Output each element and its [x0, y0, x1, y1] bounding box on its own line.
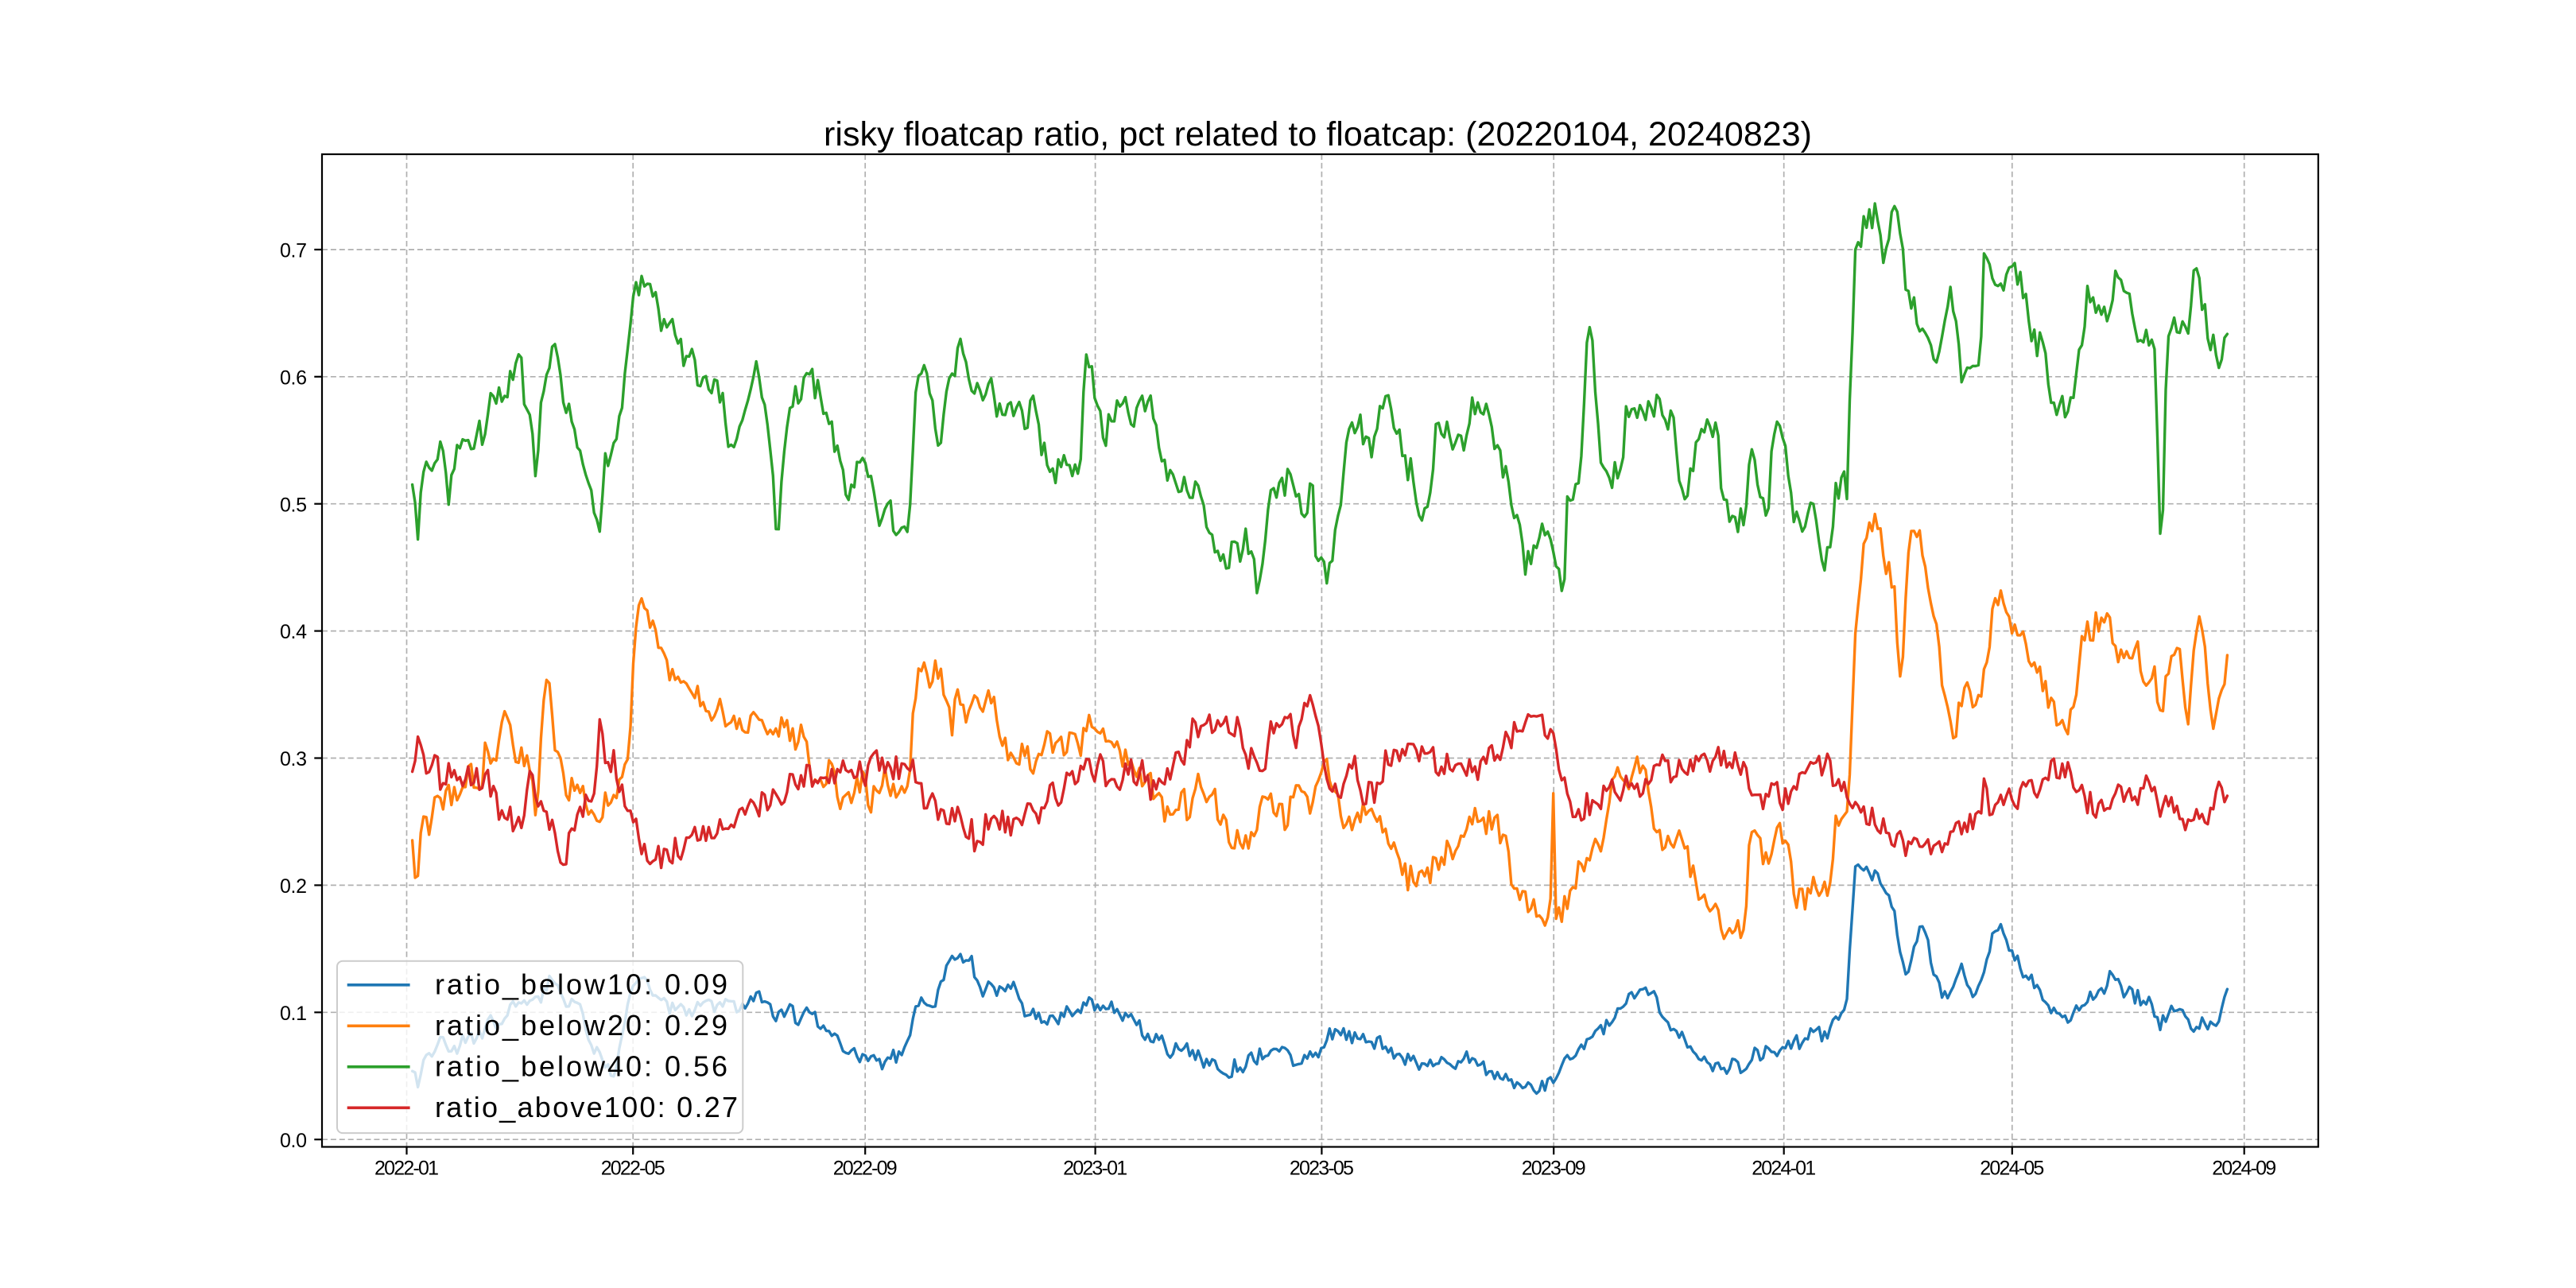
- svg-text:ratio_below20: 0.29: ratio_below20: 0.29: [435, 1009, 727, 1042]
- svg-text:ratio_above100: 0.27: ratio_above100: 0.27: [435, 1091, 738, 1123]
- svg-text:0.0: 0.0: [280, 1130, 307, 1152]
- svg-text:0.4: 0.4: [280, 621, 307, 643]
- svg-text:2024-09: 2024-09: [2212, 1158, 2276, 1180]
- svg-text:2024-05: 2024-05: [1980, 1158, 2044, 1180]
- svg-text:ratio_below40: 0.56: ratio_below40: 0.56: [435, 1050, 727, 1083]
- svg-text:0.5: 0.5: [280, 494, 307, 516]
- svg-text:2022-01: 2022-01: [374, 1158, 439, 1180]
- svg-text:0.2: 0.2: [280, 875, 307, 898]
- svg-text:ratio_below10: 0.09: ratio_below10: 0.09: [435, 968, 727, 1001]
- svg-text:2023-05: 2023-05: [1290, 1158, 1354, 1180]
- svg-text:2024-01: 2024-01: [1752, 1158, 1816, 1180]
- svg-text:0.7: 0.7: [280, 240, 307, 262]
- svg-text:0.3: 0.3: [280, 748, 307, 770]
- svg-text:0.1: 0.1: [280, 1003, 307, 1025]
- svg-text:0.6: 0.6: [280, 367, 307, 389]
- svg-text:2023-09: 2023-09: [1522, 1158, 1586, 1180]
- svg-text:risky floatcap ratio, pct rela: risky floatcap ratio, pct related to flo…: [824, 115, 1812, 153]
- svg-text:2023-01: 2023-01: [1063, 1158, 1127, 1180]
- svg-text:2022-09: 2022-09: [833, 1158, 898, 1180]
- svg-text:2022-05: 2022-05: [601, 1158, 665, 1180]
